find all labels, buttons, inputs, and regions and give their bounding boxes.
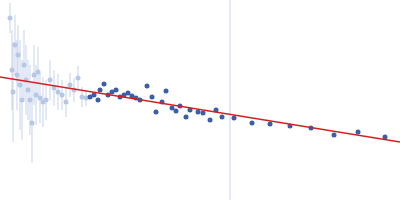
point xyxy=(15,73,20,78)
point xyxy=(208,118,213,123)
fit-line xyxy=(0,77,400,142)
point xyxy=(48,78,53,83)
point xyxy=(36,70,41,75)
point xyxy=(170,106,175,111)
point xyxy=(96,98,101,103)
point xyxy=(126,91,131,96)
point xyxy=(98,88,103,93)
point xyxy=(64,100,69,105)
point xyxy=(60,93,65,98)
point xyxy=(16,53,21,58)
chart xyxy=(0,0,400,200)
point xyxy=(38,96,43,101)
point xyxy=(332,133,337,138)
point xyxy=(174,109,179,114)
point xyxy=(102,82,107,87)
point xyxy=(10,68,15,73)
point xyxy=(232,116,237,121)
point xyxy=(32,73,37,78)
point xyxy=(30,121,35,126)
point xyxy=(11,90,16,95)
point xyxy=(164,89,169,94)
point xyxy=(114,88,119,93)
point xyxy=(44,98,49,103)
vertical-line xyxy=(230,0,231,200)
point xyxy=(26,88,31,93)
point xyxy=(76,76,81,81)
point xyxy=(68,83,73,88)
point xyxy=(22,63,27,68)
point xyxy=(268,122,273,127)
plot-area xyxy=(0,0,400,200)
point xyxy=(196,110,201,115)
point xyxy=(201,111,206,116)
point xyxy=(150,95,155,100)
point xyxy=(250,121,255,126)
point xyxy=(13,43,18,48)
point xyxy=(220,115,225,120)
point xyxy=(34,93,39,98)
point xyxy=(92,93,97,98)
point xyxy=(56,90,61,95)
point xyxy=(18,83,23,88)
point xyxy=(20,98,25,103)
point xyxy=(145,84,150,89)
point xyxy=(356,130,361,135)
point xyxy=(154,110,159,115)
point xyxy=(28,98,33,103)
point xyxy=(184,115,189,120)
point xyxy=(8,16,13,21)
